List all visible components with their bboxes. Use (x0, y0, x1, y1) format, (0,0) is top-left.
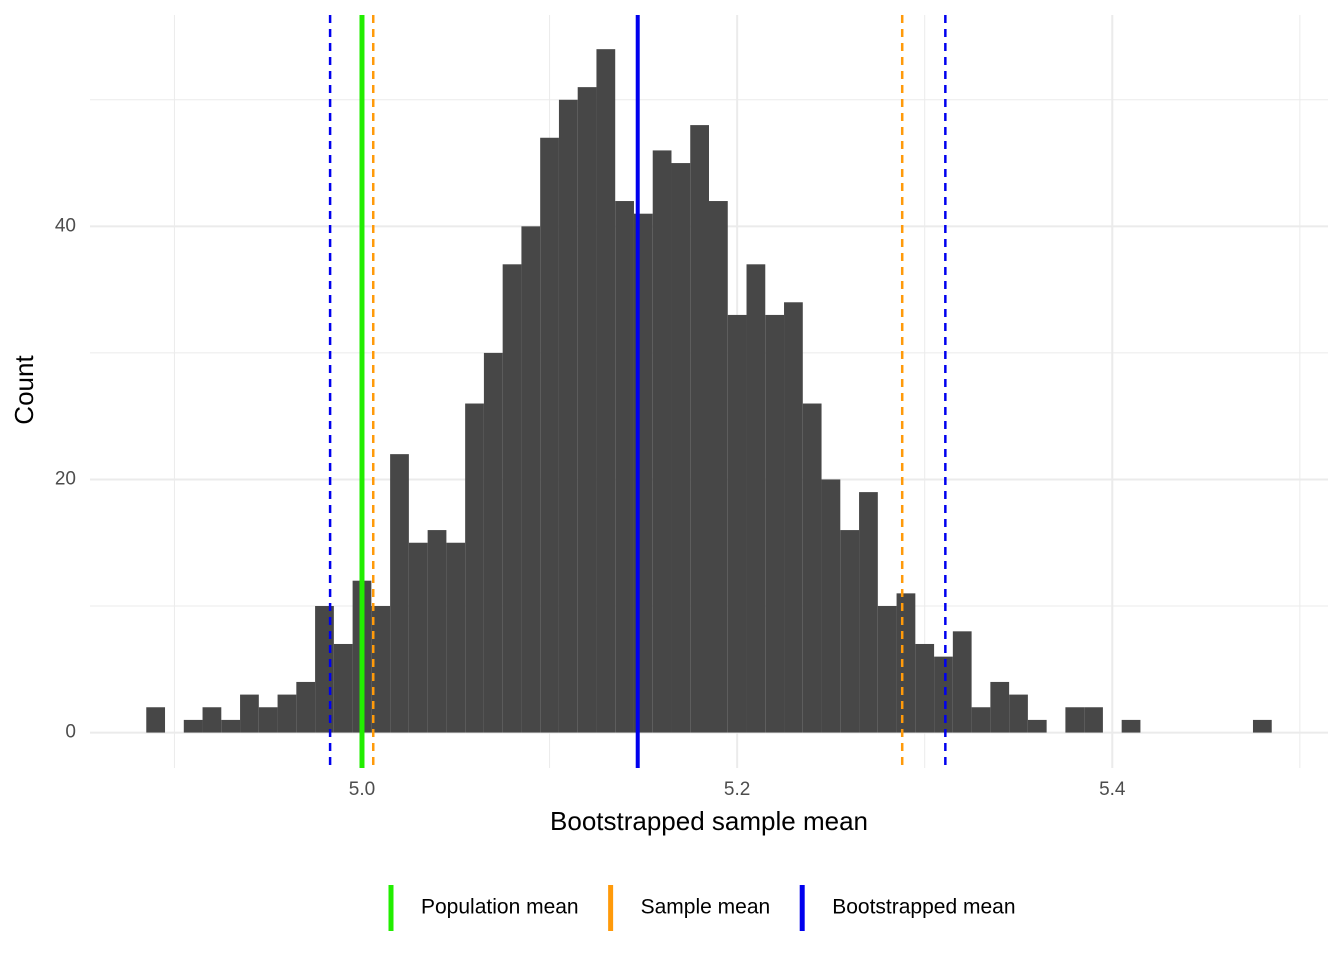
bar (258, 707, 278, 733)
bar (1009, 694, 1028, 733)
bar (202, 707, 222, 733)
bar (183, 719, 203, 733)
x-tick-label: 5.4 (1099, 779, 1126, 800)
bar (896, 593, 916, 733)
bar (615, 201, 634, 733)
bar (952, 631, 972, 733)
bar (746, 264, 766, 733)
bar (277, 694, 297, 733)
y-tick-label: 40 (55, 215, 76, 236)
bar (446, 542, 466, 733)
bar (1084, 707, 1103, 733)
bar (465, 403, 484, 733)
bar (765, 314, 785, 733)
x-axis-title: Bootstrapped sample mean (550, 806, 868, 836)
bar (784, 302, 803, 733)
bar (1027, 719, 1047, 733)
bar (727, 314, 747, 733)
bar (709, 201, 728, 733)
bar (296, 681, 316, 733)
bar (502, 264, 522, 733)
bar (521, 226, 541, 733)
bar (427, 530, 447, 733)
bar (1121, 719, 1141, 733)
legend-label: Bootstrapped mean (832, 896, 1015, 919)
bar (333, 643, 353, 733)
bar (671, 163, 691, 733)
bar (915, 643, 935, 733)
bar (1065, 707, 1085, 733)
y-tick-label: 0 (65, 722, 76, 743)
legend-label: Population mean (421, 896, 579, 919)
bar (990, 681, 1010, 733)
bar (408, 542, 428, 733)
bar (859, 492, 878, 733)
x-tick-label: 5.2 (724, 779, 750, 800)
x-tick-label: 5.0 (349, 779, 375, 800)
bar (690, 125, 709, 733)
bar (146, 707, 166, 733)
bar (483, 352, 503, 733)
bar (652, 150, 672, 733)
bar (371, 606, 391, 733)
y-tick-label: 20 (55, 468, 76, 489)
bar (540, 137, 559, 733)
bar (577, 87, 597, 733)
bar (840, 530, 860, 733)
bar (971, 707, 991, 733)
bar (558, 99, 578, 733)
y-axis-title: Count (9, 355, 39, 425)
bar (596, 49, 616, 733)
bar (1252, 719, 1272, 733)
bar (240, 694, 259, 733)
bar (802, 403, 822, 733)
bar (934, 656, 953, 733)
bar (390, 454, 409, 733)
bar (221, 719, 241, 733)
bar (877, 606, 897, 733)
bar (821, 479, 841, 733)
legend-label: Sample mean (641, 896, 771, 919)
